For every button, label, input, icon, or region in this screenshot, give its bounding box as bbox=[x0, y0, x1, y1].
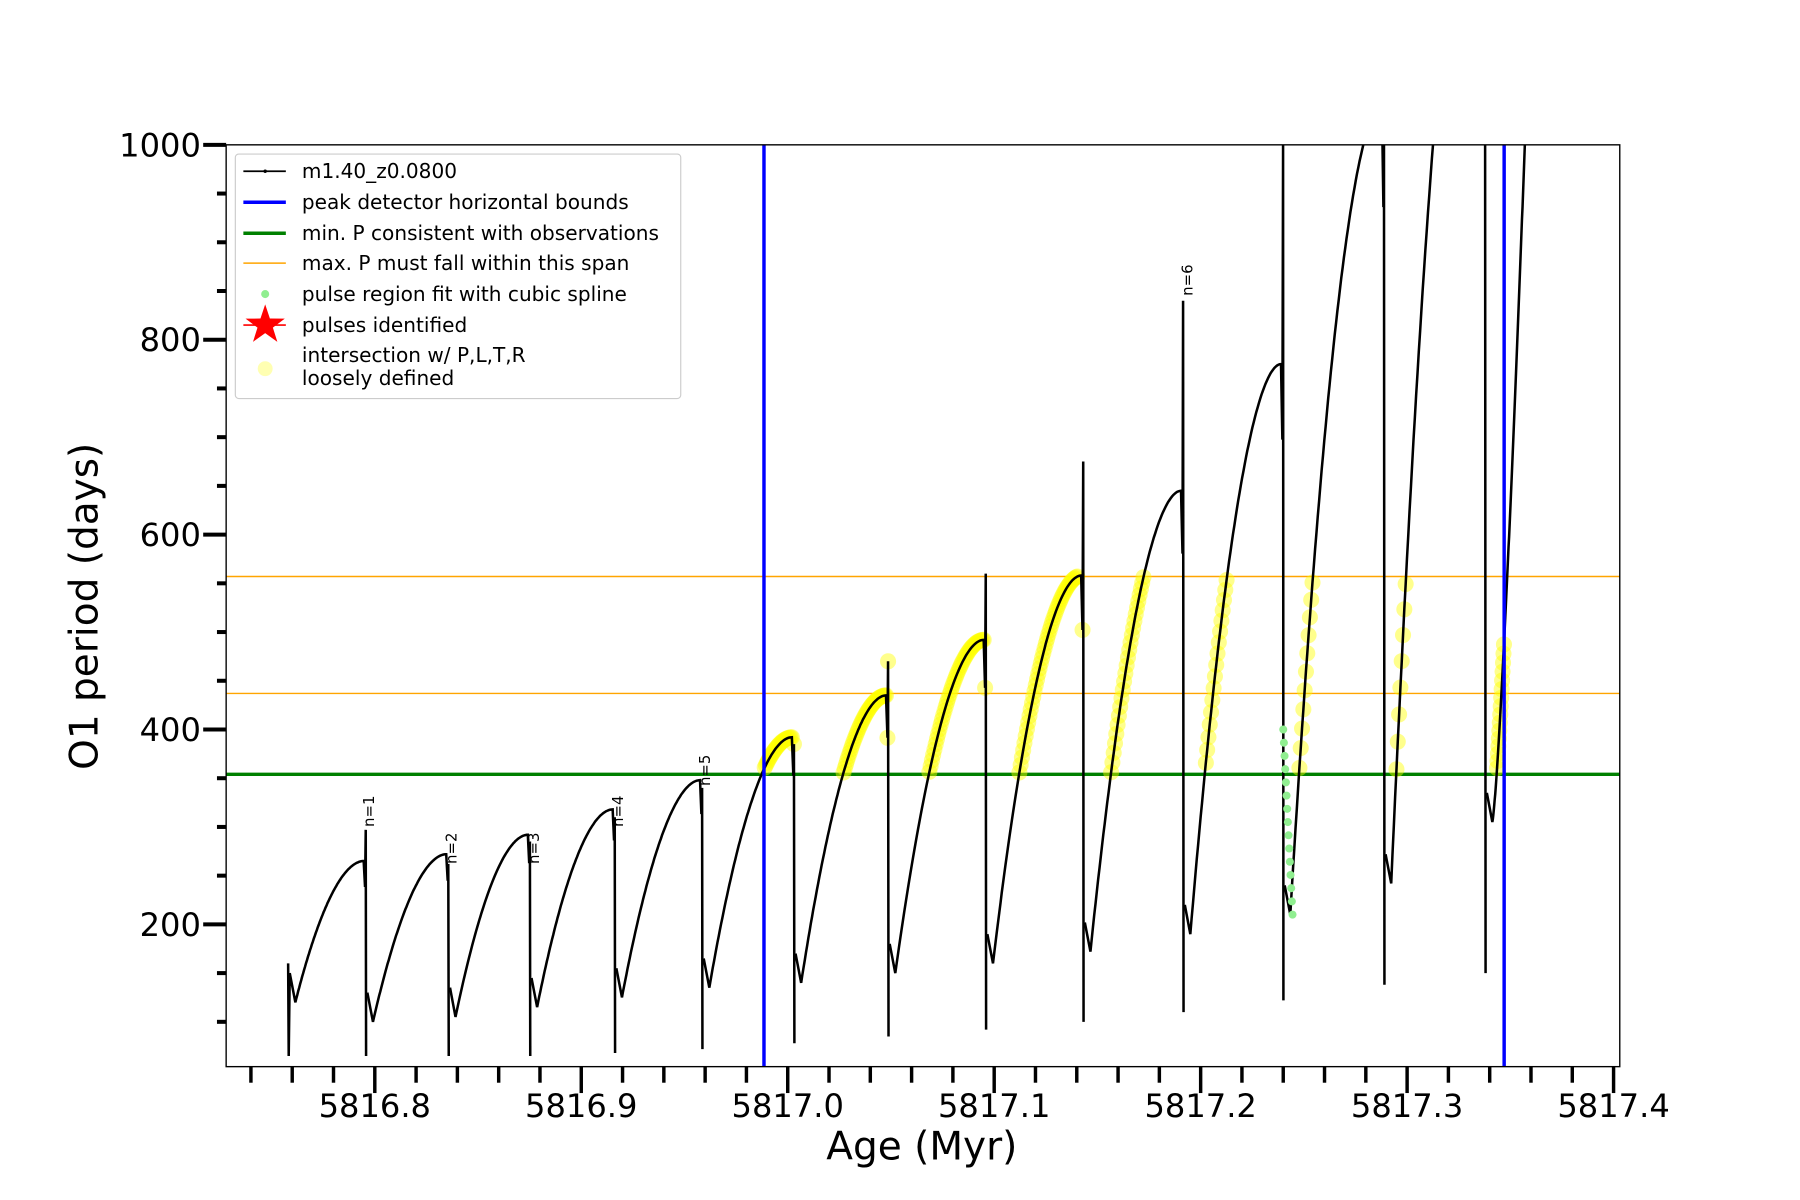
spline-fit-point bbox=[1287, 897, 1296, 906]
legend-dot-icon bbox=[257, 361, 273, 377]
series-line bbox=[1183, 144, 1285, 1001]
y-tick-label: 200 bbox=[140, 906, 201, 944]
intersection-marker bbox=[880, 653, 897, 670]
series-line bbox=[1485, 144, 1527, 823]
spline-fit-point bbox=[1283, 804, 1292, 813]
x-tick-label: 5817.3 bbox=[1351, 1087, 1463, 1125]
legend-box bbox=[234, 153, 682, 400]
pulse-label: n=6 bbox=[1178, 264, 1196, 295]
y-tick-label: 600 bbox=[140, 516, 201, 554]
spline-fit-point bbox=[1284, 831, 1293, 840]
plot-clip-group: n=1 n=2 n=3 n=4 n=5 n=6 bbox=[226, 144, 1620, 1067]
plot-area: n=1 n=2 n=3 n=4 n=5 n=6 bbox=[226, 144, 1620, 1067]
y-tick-label: 800 bbox=[140, 321, 201, 359]
x-tick-label: 5817.0 bbox=[732, 1087, 844, 1125]
legend-label: pulse region fit with cubic spline bbox=[302, 282, 627, 306]
x-tick-label: 5816.8 bbox=[319, 1087, 431, 1125]
star-icon bbox=[245, 304, 285, 342]
series-line bbox=[615, 778, 704, 1050]
pulse-label: n=4 bbox=[609, 796, 627, 827]
series-line bbox=[888, 573, 988, 1030]
y-tick-label: 400 bbox=[140, 711, 201, 749]
legend-label: intersection w/ P,L,T,R bbox=[302, 343, 526, 367]
series-line bbox=[1384, 144, 1487, 974]
pulse-label: n=5 bbox=[696, 755, 714, 786]
legend-label: loosely defined bbox=[302, 366, 454, 390]
y-axis-label: O1 period (days) bbox=[63, 443, 108, 770]
spline-fit-point bbox=[1279, 725, 1288, 734]
x-tick-label: 5817.1 bbox=[938, 1087, 1050, 1125]
spline-fit-point bbox=[1285, 857, 1294, 866]
spline-fit-point bbox=[1283, 818, 1292, 827]
series-line bbox=[794, 661, 890, 1037]
legend-dot-icon bbox=[261, 290, 270, 299]
spline-fit-point bbox=[1281, 778, 1290, 787]
pulse-label: n=2 bbox=[443, 833, 461, 864]
legend-label: m1.40_z0.0800 bbox=[302, 159, 457, 183]
spline-fit-point bbox=[1285, 844, 1294, 853]
series-line bbox=[986, 461, 1085, 1022]
legend-label: pulses identified bbox=[302, 313, 467, 337]
spline-fit-point bbox=[1286, 870, 1295, 879]
spline-fit-point bbox=[1287, 884, 1296, 893]
series-line bbox=[286, 829, 368, 1056]
spline-fit-point bbox=[1280, 751, 1289, 760]
series-line bbox=[1283, 144, 1386, 985]
x-tick-label: 5817.4 bbox=[1557, 1087, 1669, 1125]
x-tick-label: 5817.2 bbox=[1144, 1087, 1256, 1125]
spline-fit-point bbox=[1282, 791, 1291, 800]
series-line bbox=[530, 807, 617, 1053]
series-line bbox=[448, 833, 532, 1056]
spline-fit-point bbox=[1279, 738, 1288, 747]
series-line bbox=[1083, 300, 1185, 1013]
pulse-label: n=3 bbox=[525, 833, 543, 864]
legend-dot-icon bbox=[263, 169, 267, 173]
y-tick-label: 1000 bbox=[119, 126, 201, 164]
spline-fit-point bbox=[1288, 910, 1297, 919]
pulse-label: n=1 bbox=[360, 796, 378, 827]
legend-label: max. P must fall within this span bbox=[302, 251, 629, 275]
series-line bbox=[366, 853, 450, 1056]
axes-frame bbox=[225, 144, 1621, 1068]
spline-fit-point bbox=[1281, 765, 1290, 774]
x-tick-label: 5816.9 bbox=[525, 1087, 637, 1125]
axis-ticks: 5816.8 5816.9 5817.0 5817.1 5817.2 5817.3 5817… bbox=[119, 126, 1670, 1125]
series-line bbox=[702, 735, 796, 1044]
legend-label: min. P consistent with observations bbox=[302, 221, 659, 245]
legend-label: peak detector horizontal bounds bbox=[302, 190, 629, 214]
x-axis-label: Age (Myr) bbox=[826, 1125, 1017, 1170]
